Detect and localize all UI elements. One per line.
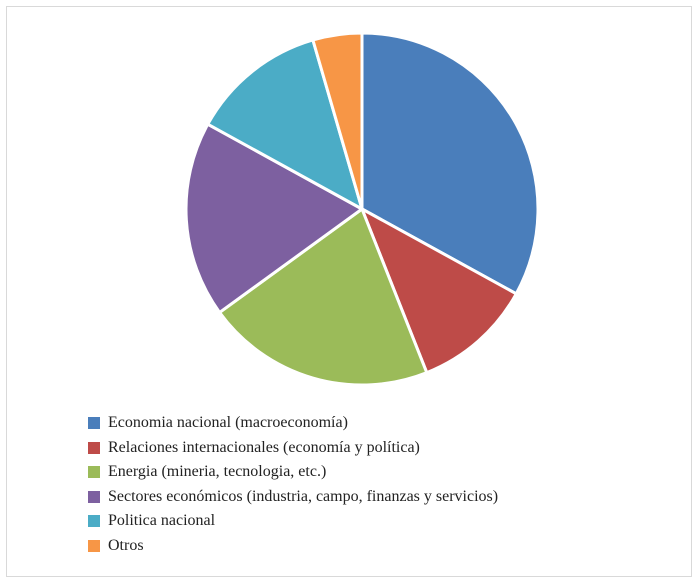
pie-slice-otros: [311, 31, 364, 211]
legend-label: Energia (mineria, tecnologia, etc.): [108, 463, 327, 481]
legend-label: Otros: [108, 536, 144, 554]
pie-slice-sectores-economicos: [184, 122, 364, 314]
legend-swatch: [88, 539, 100, 552]
pie-slice-energia: [218, 207, 429, 387]
legend-swatch: [88, 515, 100, 528]
pie-slice-relaciones-internacionales: [360, 207, 518, 375]
legend-item-politica-nacional: Politica nacional: [88, 509, 498, 534]
legend: Economia nacional (macroeconomía) Relaci…: [88, 411, 498, 558]
legend-item-sectores-economicos: Sectores económicos (industria, campo, f…: [88, 485, 498, 510]
legend-swatch: [88, 490, 100, 503]
legend-swatch: [88, 466, 100, 479]
legend-label: Economia nacional (macroeconomía): [108, 414, 348, 432]
legend-label: Politica nacional: [108, 512, 216, 530]
pie-chart: [184, 31, 540, 387]
pie-slice-economia-nacional: [360, 31, 540, 296]
legend-label: Sectores económicos (industria, campo, f…: [108, 487, 499, 505]
legend-label: Relaciones internacionales (economía y p…: [108, 438, 420, 456]
legend-item-relaciones-internacionales: Relaciones internacionales (economía y p…: [88, 436, 498, 461]
legend-item-energia: Energia (mineria, tecnologia, etc.): [88, 460, 498, 485]
legend-swatch: [88, 417, 100, 430]
pie-slice-politica-nacional: [206, 38, 364, 211]
legend-item-economia-nacional: Economia nacional (macroeconomía): [88, 411, 498, 436]
legend-item-otros: Otros: [88, 534, 498, 559]
legend-swatch: [88, 441, 100, 454]
